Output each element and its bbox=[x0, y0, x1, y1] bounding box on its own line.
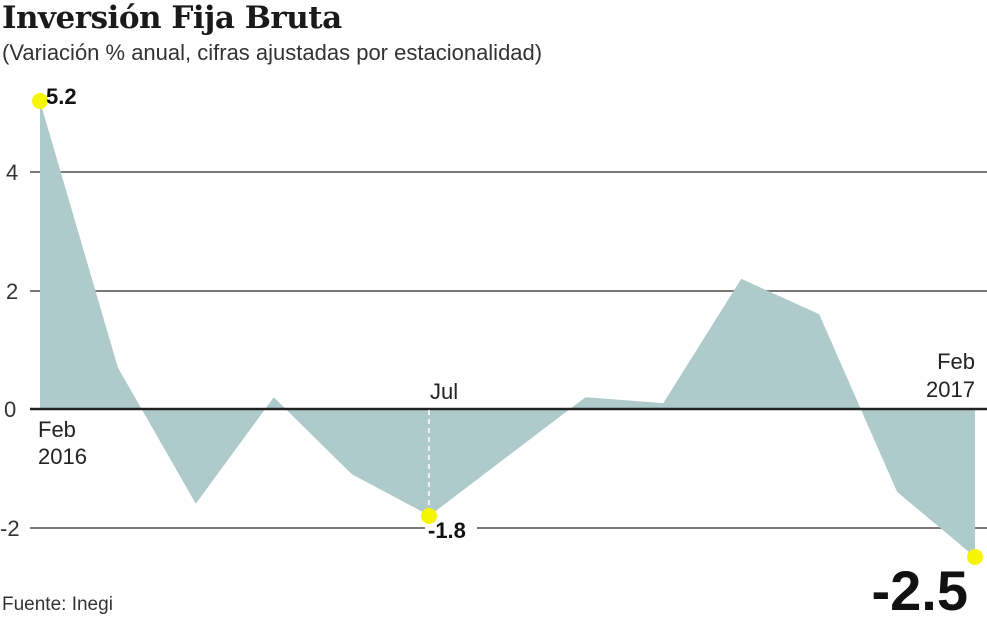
highlight-point-jul bbox=[421, 508, 437, 524]
x-label-feb-2017-month: Feb bbox=[937, 349, 975, 374]
annotation-start: 5.2 bbox=[46, 84, 77, 109]
x-label-feb-2016-month: Feb bbox=[38, 417, 76, 442]
y-tick-4: 4 bbox=[6, 160, 18, 185]
y-tick-0: 0 bbox=[4, 397, 16, 422]
chart-subtitle: (Variación % anual, cifras ajustadas por… bbox=[2, 40, 543, 65]
highlight-point-end bbox=[967, 549, 983, 565]
x-label-feb-2017-year: 2017 bbox=[926, 377, 975, 402]
source-note: Fuente: Inegi bbox=[2, 594, 113, 615]
x-label-jul: Jul bbox=[430, 379, 458, 404]
y-tick-m2: -2 bbox=[0, 516, 20, 541]
highlight-point-start bbox=[32, 93, 48, 109]
x-label-feb-2016-year: 2016 bbox=[38, 444, 87, 469]
chart-title: Inversión Fija Bruta bbox=[2, 0, 342, 36]
annotation-end: -2.5 bbox=[872, 559, 969, 620]
annotation-jul: -1.8 bbox=[428, 518, 466, 543]
y-tick-2: 2 bbox=[6, 279, 18, 304]
data-area bbox=[40, 101, 975, 557]
